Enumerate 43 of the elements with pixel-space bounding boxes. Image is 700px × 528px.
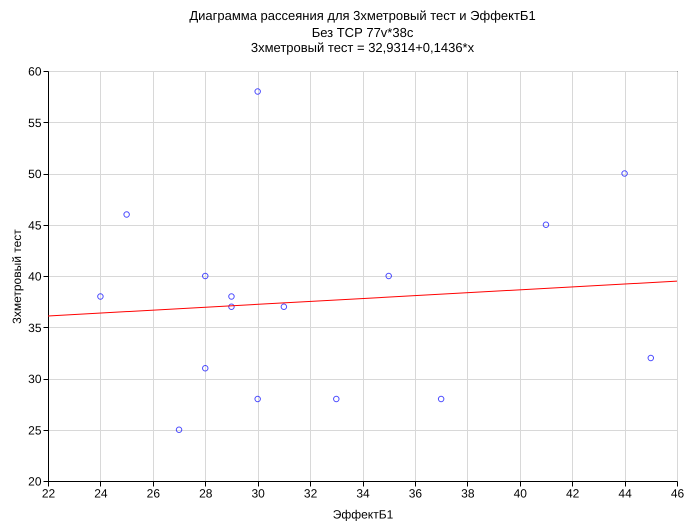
- x-tick-label: 32: [304, 486, 318, 500]
- x-tick-label: 42: [566, 486, 580, 500]
- y-tick-label: 40: [28, 270, 42, 284]
- x-tick-label: 36: [408, 486, 422, 500]
- y-tick-label: 25: [28, 423, 42, 438]
- point: [228, 293, 235, 300]
- point: [228, 304, 235, 310]
- x-tick-label: 46: [670, 486, 684, 500]
- x-tick-label: 44: [618, 486, 632, 500]
- x-tick-label: 34: [356, 486, 370, 500]
- point: [621, 170, 628, 177]
- x-tick-label: 28: [199, 486, 213, 500]
- point: [333, 396, 340, 402]
- point: [438, 396, 444, 402]
- y-tick-label: 45: [28, 218, 42, 232]
- x-tick-label: 30: [251, 486, 266, 500]
- point: [176, 426, 182, 433]
- point: [123, 211, 130, 218]
- point: [648, 354, 654, 362]
- y-tick-label: 20: [28, 474, 42, 488]
- x-tick-label: 38: [461, 486, 475, 500]
- y-tick-label: 60: [28, 64, 42, 78]
- x-tick-label: 24: [94, 486, 108, 500]
- point: [97, 293, 104, 300]
- point: [202, 272, 208, 280]
- y-axis-title: 3хметровый тест: [10, 228, 24, 324]
- y-tick-label: 55: [28, 116, 42, 130]
- y-tick-label: 50: [28, 167, 42, 181]
- point: [202, 365, 208, 372]
- point: [385, 272, 392, 280]
- x-tick-label: 22: [42, 486, 56, 500]
- point: [280, 304, 288, 310]
- chart-subtitle: Без ТСР 77v*38c: [312, 25, 414, 40]
- text: 3хметровый тест = 32,9314+0,1436*x: [250, 40, 475, 55]
- x-tick-label: 26: [146, 486, 160, 500]
- chart-title: Диаграмма рассеяния для 3хметровый тест и ЭффектБ1: [189, 8, 536, 23]
- x-tick-label: 40: [514, 486, 528, 500]
- point: [254, 396, 261, 402]
- y-tick-label: 35: [28, 320, 42, 335]
- point: [542, 222, 550, 228]
- point: [254, 88, 261, 95]
- x-axis-title: ЭффектБ1: [332, 508, 394, 522]
- y-tick-label: 30: [28, 372, 42, 386]
